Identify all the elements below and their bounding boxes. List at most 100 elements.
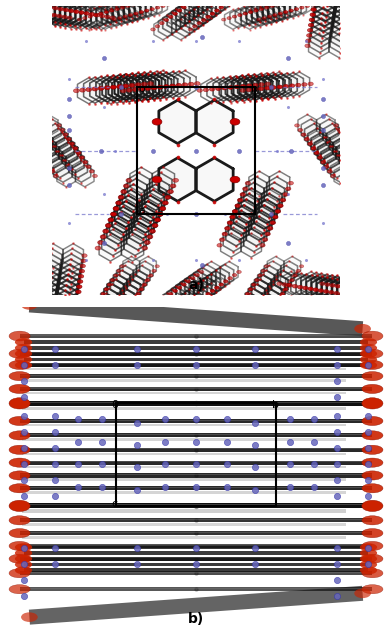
Bar <box>20 519 372 520</box>
Ellipse shape <box>15 350 32 358</box>
Ellipse shape <box>147 82 153 86</box>
Polygon shape <box>96 5 113 25</box>
Polygon shape <box>39 0 60 21</box>
Ellipse shape <box>240 89 245 93</box>
Bar <box>24 568 368 573</box>
Ellipse shape <box>69 9 74 13</box>
Polygon shape <box>244 74 265 98</box>
Polygon shape <box>255 298 272 318</box>
Ellipse shape <box>144 240 150 245</box>
Ellipse shape <box>258 274 262 277</box>
Ellipse shape <box>328 290 334 294</box>
Ellipse shape <box>173 289 178 292</box>
Polygon shape <box>59 142 78 164</box>
Text: a): a) <box>188 278 204 292</box>
Ellipse shape <box>15 356 32 363</box>
Ellipse shape <box>39 254 44 257</box>
Polygon shape <box>270 74 291 98</box>
Ellipse shape <box>363 165 368 169</box>
Polygon shape <box>261 266 278 285</box>
Ellipse shape <box>227 16 231 20</box>
Polygon shape <box>101 288 118 308</box>
Ellipse shape <box>21 612 38 622</box>
Polygon shape <box>121 74 143 100</box>
Polygon shape <box>313 8 334 32</box>
Ellipse shape <box>15 338 32 346</box>
Ellipse shape <box>155 6 160 9</box>
Ellipse shape <box>313 288 318 292</box>
Bar <box>20 474 372 477</box>
Polygon shape <box>332 280 353 304</box>
Ellipse shape <box>318 156 323 159</box>
Polygon shape <box>83 77 106 103</box>
Polygon shape <box>49 0 70 23</box>
Polygon shape <box>221 79 241 102</box>
Polygon shape <box>55 3 76 27</box>
Ellipse shape <box>75 295 80 299</box>
Ellipse shape <box>15 543 32 551</box>
Polygon shape <box>62 249 83 273</box>
Polygon shape <box>54 160 73 182</box>
Ellipse shape <box>76 152 81 155</box>
Ellipse shape <box>9 458 30 467</box>
Bar <box>24 346 368 350</box>
Ellipse shape <box>362 471 383 480</box>
Polygon shape <box>62 146 81 169</box>
Ellipse shape <box>155 265 160 268</box>
Ellipse shape <box>162 201 168 205</box>
Ellipse shape <box>32 295 37 299</box>
Ellipse shape <box>89 13 94 16</box>
Ellipse shape <box>168 15 173 18</box>
Ellipse shape <box>131 3 135 6</box>
Polygon shape <box>39 264 60 288</box>
Polygon shape <box>113 1 129 20</box>
Ellipse shape <box>337 129 342 132</box>
Ellipse shape <box>145 9 149 12</box>
Polygon shape <box>127 275 144 294</box>
Polygon shape <box>219 77 240 101</box>
Polygon shape <box>312 277 332 301</box>
Polygon shape <box>333 8 354 32</box>
Ellipse shape <box>105 15 110 18</box>
Polygon shape <box>118 0 135 19</box>
Polygon shape <box>44 0 65 22</box>
Ellipse shape <box>302 82 307 86</box>
Ellipse shape <box>99 12 103 15</box>
Ellipse shape <box>81 259 86 262</box>
Polygon shape <box>248 284 265 304</box>
Ellipse shape <box>104 11 109 13</box>
Ellipse shape <box>164 18 169 22</box>
Ellipse shape <box>93 14 98 16</box>
Polygon shape <box>126 224 149 250</box>
Ellipse shape <box>10 6 15 10</box>
Ellipse shape <box>305 138 309 141</box>
Ellipse shape <box>362 554 383 564</box>
Polygon shape <box>102 75 125 101</box>
Ellipse shape <box>63 8 69 12</box>
Polygon shape <box>202 0 220 5</box>
Ellipse shape <box>186 280 191 283</box>
Ellipse shape <box>29 316 34 320</box>
Polygon shape <box>70 3 91 26</box>
Polygon shape <box>277 73 297 97</box>
Polygon shape <box>60 259 81 283</box>
Bar <box>22 407 346 410</box>
Polygon shape <box>301 119 320 141</box>
Ellipse shape <box>130 302 134 304</box>
Polygon shape <box>27 124 46 145</box>
Polygon shape <box>131 212 154 238</box>
Polygon shape <box>34 0 54 20</box>
Polygon shape <box>308 128 327 150</box>
Ellipse shape <box>107 283 112 286</box>
Polygon shape <box>102 4 119 23</box>
Polygon shape <box>140 257 156 276</box>
Ellipse shape <box>164 295 169 299</box>
Ellipse shape <box>80 88 85 92</box>
Ellipse shape <box>311 147 316 150</box>
Polygon shape <box>326 128 345 150</box>
Ellipse shape <box>173 12 178 15</box>
Polygon shape <box>220 262 238 282</box>
Ellipse shape <box>95 246 101 250</box>
Polygon shape <box>127 173 150 199</box>
Ellipse shape <box>348 44 353 48</box>
